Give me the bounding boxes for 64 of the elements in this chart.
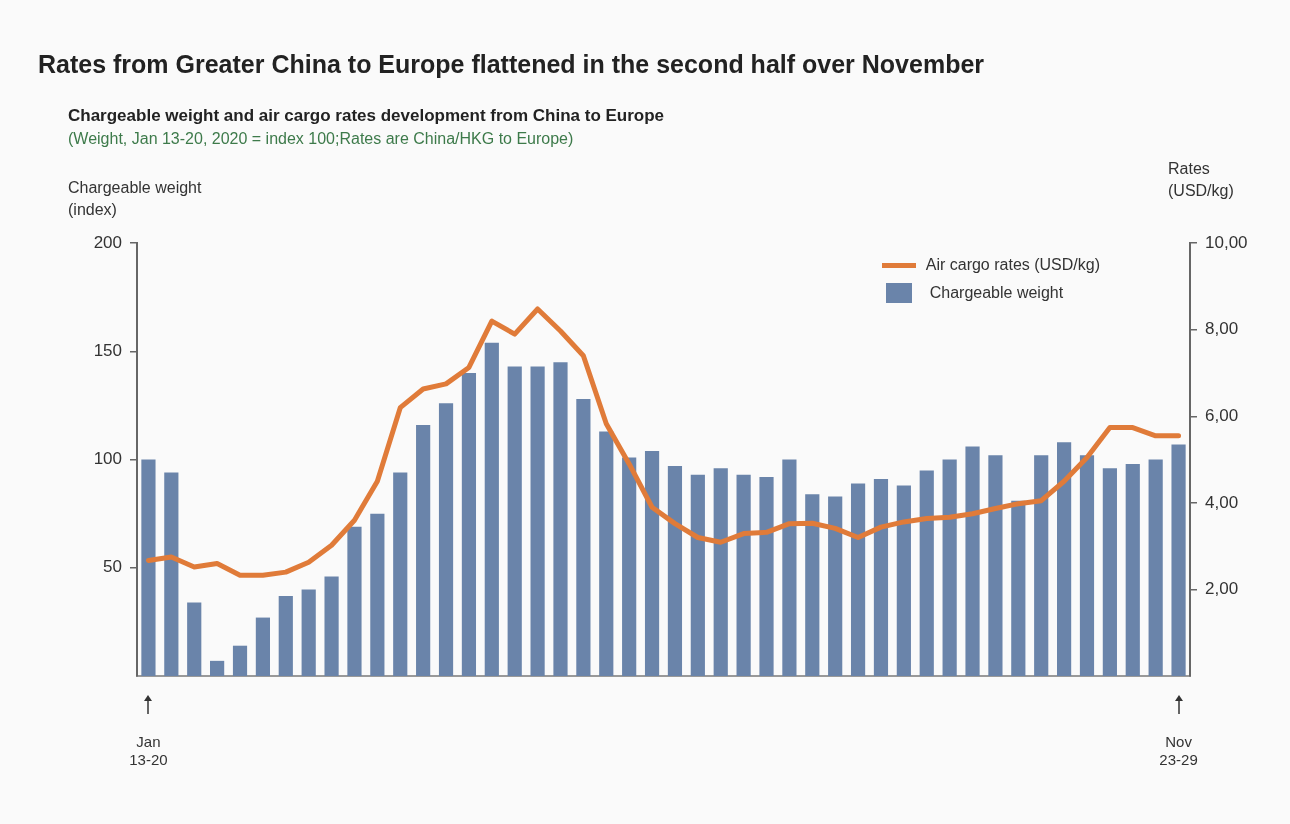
bar <box>988 455 1003 676</box>
bar <box>850 483 866 676</box>
bar <box>690 474 705 676</box>
bar <box>1148 459 1163 676</box>
bar <box>1171 444 1186 676</box>
bar <box>896 485 911 676</box>
bar <box>1102 468 1117 676</box>
y2-tick-label: 6,00 <box>1205 406 1239 426</box>
bar <box>393 472 408 676</box>
bar <box>919 470 934 676</box>
bar <box>301 589 316 676</box>
bar <box>507 366 522 676</box>
bar <box>713 468 728 676</box>
bar <box>141 459 156 676</box>
bar <box>210 660 225 676</box>
y2-tick-label: 4,00 <box>1205 492 1239 512</box>
legend-label: Air cargo rates (USD/kg) <box>925 255 1100 276</box>
bar <box>599 431 614 676</box>
bar <box>1079 455 1095 676</box>
y2-axis-title: Rates (USD/kg) <box>1168 159 1234 201</box>
chart-title: Rates from Greater China to Europe flattened in the second half over November <box>38 50 985 79</box>
y-tick-label: 150 <box>93 341 122 361</box>
bar <box>232 645 248 676</box>
bar <box>805 494 820 676</box>
y2-tick-label: 2,00 <box>1205 579 1239 599</box>
bar <box>1125 463 1140 676</box>
bar <box>1057 442 1072 676</box>
bar <box>873 479 889 676</box>
bar <box>759 476 774 676</box>
bar <box>965 446 980 676</box>
y-axis-title: Chargeable weight (index) <box>68 178 202 220</box>
y2-tick-label: 8,00 <box>1205 319 1239 339</box>
bar <box>530 366 545 676</box>
bar <box>164 472 179 676</box>
bar <box>484 342 499 676</box>
bar <box>1034 455 1049 676</box>
bar <box>347 526 362 676</box>
bar <box>370 513 385 676</box>
bar <box>828 496 843 676</box>
bar <box>553 362 568 676</box>
bar <box>667 466 683 676</box>
bar <box>1011 500 1026 676</box>
chart-subtitle: Chargeable weight and air cargo rates development from China to Europe <box>68 106 665 126</box>
text: (Weight, Jan 13-20, 2020 = index 100;Rates are China/HKG to Europe) <box>68 130 574 148</box>
bar <box>416 424 431 676</box>
bar <box>644 450 660 676</box>
y-tick-label: 100 <box>93 449 122 469</box>
x-tick-label: Jan 13-20 <box>129 733 168 769</box>
bar <box>576 399 591 676</box>
bar <box>255 617 270 676</box>
bar <box>324 576 339 676</box>
legend-label: Chargeable weight <box>929 283 1064 304</box>
y-tick-label: 50 <box>103 557 122 577</box>
y-tick-label: 200 <box>93 232 122 252</box>
bar <box>942 459 957 676</box>
y2-tick-label: 10,00 <box>1205 232 1248 252</box>
bar <box>461 373 477 676</box>
bar <box>438 403 454 676</box>
bar <box>782 459 797 676</box>
bar <box>622 457 637 676</box>
bar <box>736 474 751 676</box>
bar <box>278 595 293 676</box>
bar <box>187 602 202 676</box>
x-tick-label: Nov 23-29 <box>1159 733 1198 769</box>
